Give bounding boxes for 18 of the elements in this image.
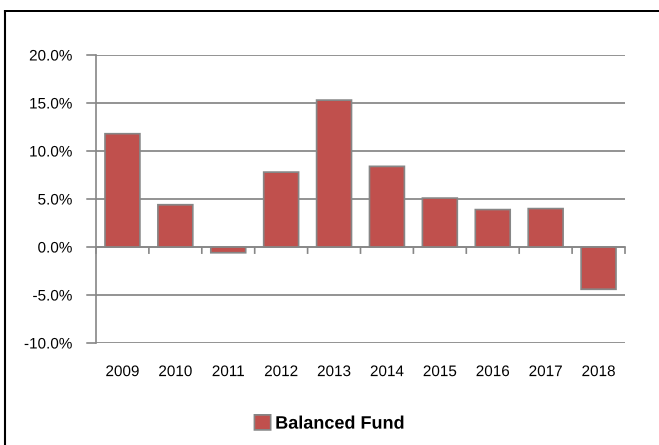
x-tick-label: 2015: [424, 365, 456, 376]
y-tick-label: 15.0%: [30, 98, 72, 109]
x-tick-label: 2016: [476, 365, 510, 376]
y-tick-label: 20.0%: [30, 50, 72, 61]
x-tick-label: 2011: [212, 365, 244, 376]
legend-label: Balanced Fund: [276, 416, 404, 429]
x-tick-label: 2014: [370, 365, 404, 376]
y-tick-label: 5.0%: [38, 194, 72, 205]
x-tick-label: 2010: [159, 365, 192, 376]
y-tick-label: 10.0%: [30, 146, 72, 157]
x-tick-label: 2012: [264, 365, 298, 376]
x-tick-label: 2013: [318, 365, 350, 376]
y-tick-label: -10.0%: [24, 338, 72, 349]
y-tick-label: -5.0%: [33, 290, 72, 301]
x-tick-label: 2017: [529, 365, 562, 376]
x-tick-label: 2018: [582, 365, 615, 376]
x-tick-label: 2009: [106, 365, 139, 376]
y-tick-label: 0.0%: [38, 242, 72, 253]
